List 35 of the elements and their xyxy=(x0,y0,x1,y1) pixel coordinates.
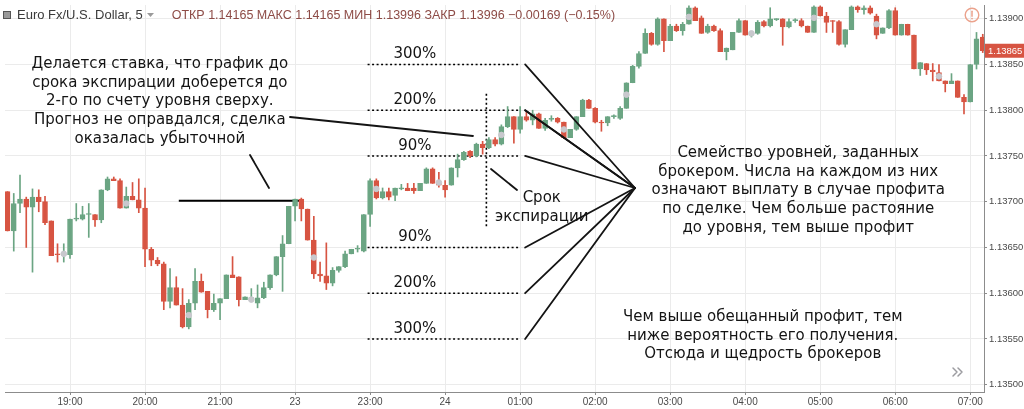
series-label: 90% xyxy=(398,135,432,154)
x-tick-label: 23 xyxy=(289,395,302,407)
x-tick-label: 04:00 xyxy=(732,395,759,407)
x-tick-label: 23:00 xyxy=(357,395,384,407)
y-tick-label: 1.13700 xyxy=(989,195,1024,207)
x-tick-label: 03:00 xyxy=(657,395,684,407)
chart-title: Euro Fx/U.S. Dollar, 5 xyxy=(17,7,143,22)
y-tick-label: 1.13550 xyxy=(989,332,1024,344)
y-tick-label: 1.13650 xyxy=(989,241,1024,253)
y-tick-label: 1.13900 xyxy=(989,12,1024,24)
x-tick-label: 24 xyxy=(439,395,452,407)
y-tick-label: 1.13800 xyxy=(989,103,1024,115)
series-label: 300% xyxy=(393,44,437,63)
x-tick-label: 02:00 xyxy=(582,395,609,407)
x-tick-label: 01:00 xyxy=(507,395,534,407)
x-tick-label: 21:00 xyxy=(207,395,233,407)
x-tick-label: 06:00 xyxy=(882,395,909,407)
series-label: 300% xyxy=(393,318,437,337)
annotation: Делается ставка, что график до срока экспирации доберется до 2-го по счету уровня сверху. Прогноз не оправдался, сделка оказалась убыточной xyxy=(31,54,289,148)
annotation: Срок экспирации xyxy=(495,188,589,226)
annotation: Чем выше обещанный профит, тем ниже вероятность его получения. Отсюда и щедрость брокеров xyxy=(623,307,903,364)
y-tick-label: 1.13850 xyxy=(989,58,1024,70)
x-tick-label: 19:00 xyxy=(57,395,83,407)
y-tick-label: 1.13600 xyxy=(989,286,1024,298)
series-label: 200% xyxy=(393,273,437,292)
series-label: 90% xyxy=(398,227,432,246)
x-tick-label: 07:00 xyxy=(957,395,984,407)
chart-subtitle: ОТКР 1.14165 МАКС 1.14165 МИН 1.13996 ЗАКР 1.13996 −0.00169 (−0.15%) xyxy=(171,7,616,22)
x-tick-label: 20:00 xyxy=(132,395,158,407)
y-tick-label: 1.13500 xyxy=(989,378,1024,390)
y-tick-label: 1.13750 xyxy=(989,149,1024,161)
annotation: Семейство уровней, заданных брокером. Числа на каждом из них означают выплату в случае профита по сделке. Чем больше растояние до уровня, тем выше профит xyxy=(651,143,945,237)
x-tick-label: 05:00 xyxy=(807,395,834,407)
series-label: 200% xyxy=(393,90,437,109)
annotation: 1.13865 xyxy=(988,44,1023,56)
